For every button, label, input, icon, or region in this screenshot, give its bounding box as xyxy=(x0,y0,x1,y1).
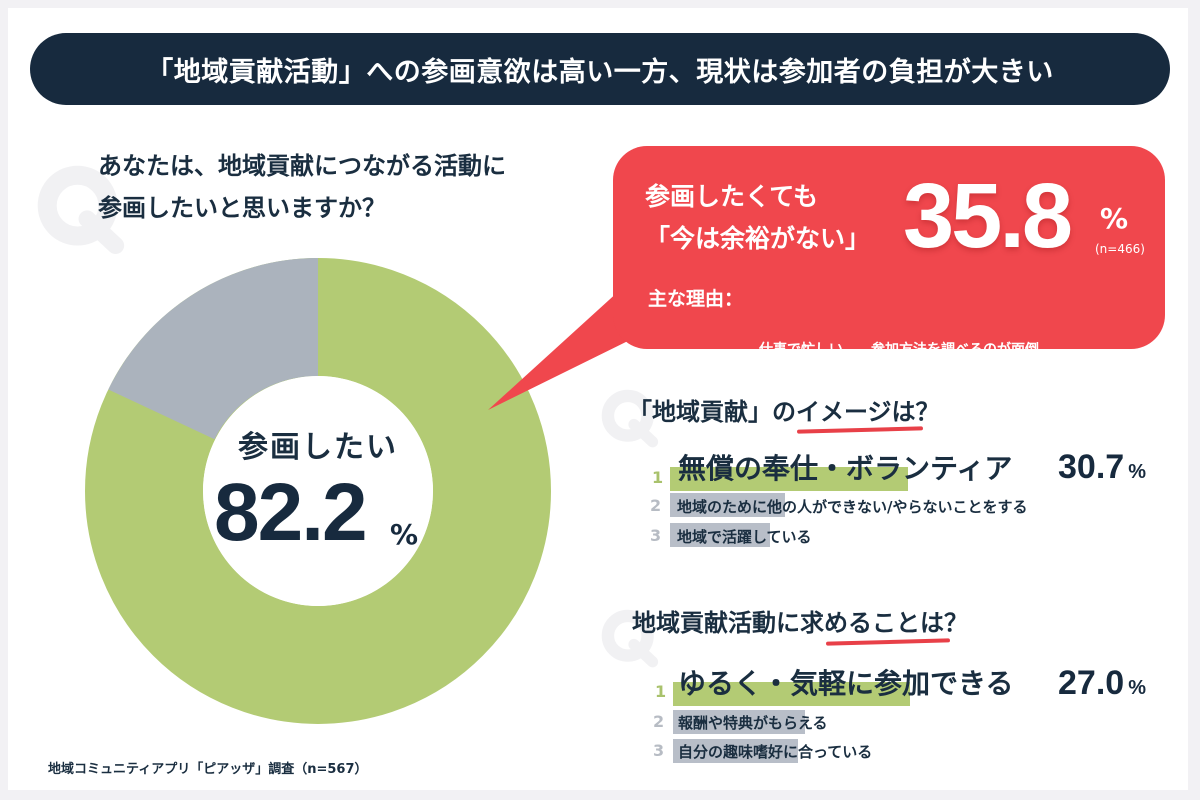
rank-label: 地域のために他の人ができない/やらないことをする xyxy=(677,498,1028,516)
donut-center-annotation: 参画したい 82.2 % xyxy=(200,400,436,580)
callout-box: 参画したくても 「今は余裕がない」 35.8 % (n=466) 主な理由： 仕… xyxy=(613,146,1165,436)
rank-number: 3 xyxy=(653,741,665,760)
donut-center-value: 82.2 xyxy=(214,467,368,558)
rank-number: 2 xyxy=(653,712,665,731)
rank-number: 1 xyxy=(652,468,664,487)
image-question-title: 「地域貢献」のイメージは？ xyxy=(628,398,940,426)
rank-label: 無償の奉仕・ボランティア xyxy=(678,452,1013,485)
rank-value: 30.7% xyxy=(1058,448,1146,487)
donut-slice-other xyxy=(108,258,318,440)
rank-bar xyxy=(670,493,785,517)
rank-number: 3 xyxy=(650,526,662,545)
rank-value-unit: % xyxy=(1128,677,1146,699)
callout-heading: 参画したくても 「今は余裕がない」 xyxy=(645,176,870,260)
main-question-line1: あなたは、地域貢献につながる活動に xyxy=(98,152,506,180)
callout-heading-line2: 「今は余裕がない」 xyxy=(645,224,871,253)
q-letter-icon xyxy=(598,606,660,668)
source-note: 地域コミュニティアプリ「ピアッザ」調査（n=567） xyxy=(48,762,368,777)
main-question: あなたは、地域貢献につながる活動に 参画したいと思いますか？ xyxy=(98,145,598,229)
callout-reasons-line1: 仕事で忙しい 参加方法を調べるのが面倒 xyxy=(759,342,1039,358)
page-title-text: 「地域貢献活動」への参画意欲は高い一方、現状は参加者の負担が大きい xyxy=(146,56,1054,88)
rank-number: 1 xyxy=(655,682,667,701)
rank-label: 報酬や特典がもらえる xyxy=(678,714,828,732)
rank-bar xyxy=(673,710,805,734)
rank-value-unit: % xyxy=(1128,461,1146,483)
rank-bar xyxy=(670,467,908,491)
donut-center-unit: % xyxy=(390,518,419,551)
callout-reason-label: 主な理由： xyxy=(648,288,744,310)
callout-value: 35.8 xyxy=(903,165,1073,267)
rank-value-number: 30.7 xyxy=(1058,448,1125,486)
wish-question-title: 地域貢献活動に求めることは？ xyxy=(632,609,968,637)
rank-label: 自分の趣味嗜好に合っている xyxy=(678,743,873,761)
rank-label: 地域で活躍している xyxy=(677,528,812,546)
callout-unit: % xyxy=(1100,202,1129,235)
page-title: 「地域貢献活動」への参画意欲は高い一方、現状は参加者の負担が大きい xyxy=(30,33,1170,105)
rank-number: 2 xyxy=(650,496,662,515)
donut-chart xyxy=(85,258,551,724)
donut-center-label: 参画したい xyxy=(238,430,398,465)
rank-value-number: 27.0 xyxy=(1058,664,1125,702)
rank-bar xyxy=(670,523,770,547)
main-question-line2: 参画したいと思いますか？ xyxy=(98,194,386,222)
rank-label: ゆるく・気軽に参加できる xyxy=(678,667,1014,700)
q-letter-icon xyxy=(32,160,127,255)
rank-value: 27.0% xyxy=(1058,664,1146,703)
callout-sample-size: (n=466) xyxy=(1095,242,1145,256)
callout-heading-line1: 参画したくても xyxy=(645,182,819,211)
rank-bar xyxy=(673,739,798,763)
rank-bar xyxy=(673,682,910,706)
